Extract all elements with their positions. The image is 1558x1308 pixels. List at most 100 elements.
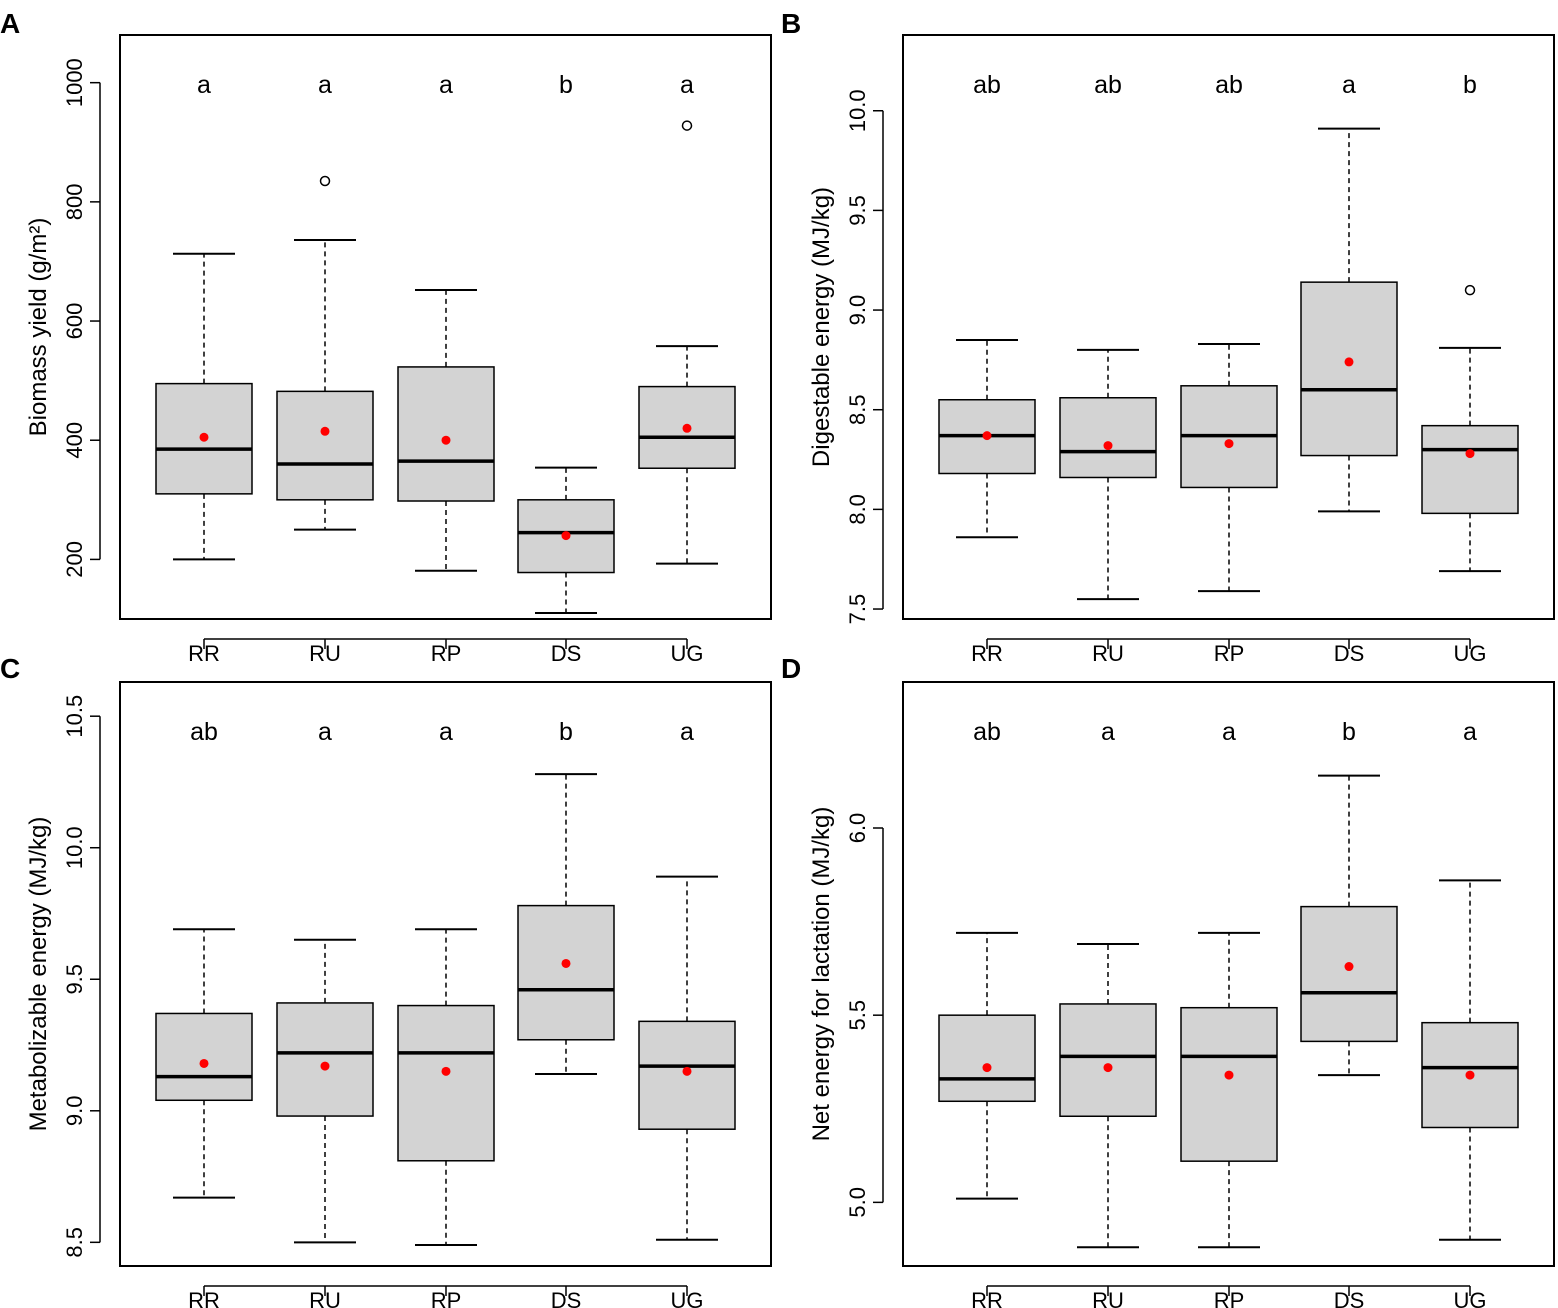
plot-frame [119,34,772,620]
x-tick-label: RP [1214,1288,1245,1308]
mean-dot [199,432,209,442]
x-tick-label: DS [551,1288,582,1308]
x-axis: RR RU RP DS UG [188,1285,704,1308]
iqr-box [276,390,374,501]
mean-dot [441,435,451,445]
y-tick-label: 5.0 [845,1187,870,1218]
y-tick-label: 9.0 [62,1095,87,1126]
outlier-point [319,175,331,187]
outlier-point [1464,284,1476,296]
box-ru: a [1059,718,1157,1249]
significance-letter: a [1222,718,1236,746]
mean-dot [561,531,571,541]
mean-dot [1465,449,1475,459]
panel-letter: A [0,8,20,39]
x-tick-label: RR [971,641,1003,666]
iqr-box [1300,905,1398,1043]
y-axis-title: Net energy for lactation (MJ/kg) [808,807,835,1142]
significance-letter: a [318,718,332,746]
y-tick-label: 8.5 [62,1227,87,1258]
mean-dot [1465,1070,1475,1080]
x-tick-label: UG [1454,1288,1487,1308]
mean-dot [199,1058,209,1068]
box-rp: ab [1180,71,1278,593]
mean-dot [1344,357,1354,367]
box-ru: ab [1059,71,1157,601]
mean-dot [1224,1070,1234,1080]
significance-letter: a [1342,71,1356,99]
y-tick-label: 10.5 [62,695,87,738]
y-axis: 5.0 5.5 6.0 [845,813,884,1218]
iqr-box [1300,281,1398,457]
x-axis: RR RU RP DS UG [188,638,704,666]
x-tick-label: UG [1454,641,1487,666]
x-axis: RR RU RP DS UG [971,1285,1487,1308]
y-tick-label: 7.5 [845,594,870,625]
y-tick-label: 9.5 [845,195,870,226]
x-tick-label: RR [188,1288,220,1308]
significance-letter: a [439,71,453,99]
panel-letter: B [781,8,801,39]
y-axis-title: Digestable energy (MJ/kg) [808,187,835,467]
significance-letter: a [318,71,332,99]
box-ru: a [276,71,374,531]
significance-letter: b [1463,71,1477,99]
y-axis: 200 400 600 800 1000 [62,58,101,578]
iqr-box [1059,1003,1157,1118]
significance-letter: a [1463,718,1477,746]
iqr-box [397,366,495,502]
mean-dot [320,426,330,436]
plot-frame [902,681,1555,1267]
box-rr: ab [938,718,1036,1200]
outlier-point [681,120,693,131]
y-tick-label: 10.0 [845,89,870,132]
y-axis: 7.5 8.0 8.5 9.0 9.5 10.0 [845,89,884,625]
mean-dot [1103,441,1113,451]
x-tick-label: UG [671,641,704,666]
y-tick-label: 9.5 [62,964,87,995]
iqr-box [517,904,615,1041]
x-tick-label: RP [431,641,462,666]
box-rr: ab [155,718,253,1199]
significance-letter: a [1101,718,1115,746]
y-tick-label: 400 [62,422,87,459]
box-ug: a [1421,718,1519,1241]
significance-letter: ab [973,718,1001,746]
box-ds: b [1300,718,1398,1077]
y-axis-title: Metabolizable energy (MJ/kg) [25,817,52,1132]
y-axis-title: Biomass yield (g/m²) [25,218,52,437]
mean-dot [982,1063,992,1073]
box-ru: a [276,718,374,1244]
iqr-box [1421,424,1519,515]
significance-letter: b [559,718,573,746]
y-tick-label: 200 [62,541,87,578]
box-ug: a [638,71,736,565]
plot-frame [902,34,1555,620]
x-tick-label: DS [1334,641,1365,666]
significance-letter: a [680,71,694,99]
y-tick-label: 1000 [62,58,87,107]
x-tick-label: RU [309,641,341,666]
box-ds: b [517,71,615,615]
significance-letter: a [439,718,453,746]
y-tick-label: 10.0 [62,826,87,869]
box-ug: a [638,718,736,1241]
x-tick-label: DS [1334,1288,1365,1308]
box-rr: ab [938,71,1036,539]
y-tick-label: 9.0 [845,295,870,326]
iqr-box [276,1002,374,1117]
x-tick-label: RP [1214,641,1245,666]
box-rp: a [397,71,495,572]
x-tick-label: RR [971,1288,1003,1308]
y-axis: 8.5 9.0 9.5 10.0 10.5 [62,695,101,1258]
significance-letter: a [680,718,694,746]
plot-frame [119,681,772,1267]
box-rp: a [397,718,495,1246]
panel-b: B 7.5 8.0 8.5 9.0 9.5 10.0 Digestable energy (M… [781,8,1555,666]
box-rr: a [155,71,253,561]
iqr-box [397,1004,495,1162]
x-tick-label: RU [1092,1288,1124,1308]
mean-dot [441,1066,451,1076]
y-tick-label: 8.0 [845,494,870,525]
